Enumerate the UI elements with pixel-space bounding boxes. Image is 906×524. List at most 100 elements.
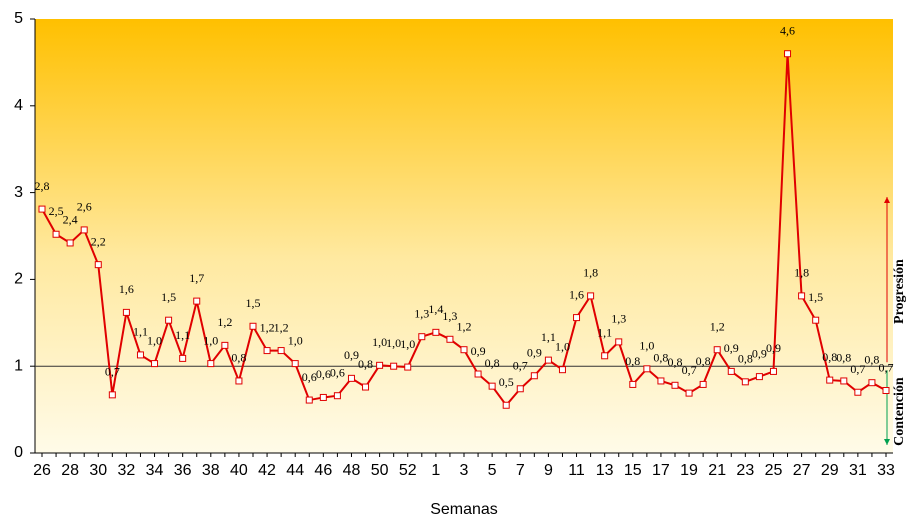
x-tick-label: 34 — [146, 462, 164, 479]
data-point — [165, 316, 173, 324]
data-point — [474, 370, 482, 378]
data-point — [657, 377, 665, 385]
data-label: 1,0 — [555, 339, 570, 353]
data-point — [221, 341, 229, 349]
data-label: 1,6 — [569, 287, 584, 301]
x-tick-label: 25 — [765, 462, 783, 479]
data-label: 1,7 — [189, 271, 204, 285]
data-label: 1,8 — [583, 266, 598, 280]
data-point — [713, 346, 721, 354]
data-label: 1,5 — [161, 290, 176, 304]
data-point — [151, 360, 159, 368]
x-tick-label: 42 — [258, 462, 276, 479]
data-label: 1,5 — [808, 290, 823, 304]
data-point — [460, 346, 468, 354]
data-point — [573, 314, 581, 322]
data-label: 1,0 — [400, 337, 415, 351]
data-label: 0,8 — [625, 354, 640, 368]
data-label: 2,8 — [35, 179, 50, 193]
data-point — [755, 373, 763, 381]
y-tick-label: 0 — [14, 444, 23, 461]
data-label: 1,6 — [119, 282, 134, 296]
data-point — [446, 335, 454, 343]
data-point — [277, 347, 285, 355]
data-point — [319, 393, 327, 401]
data-label: 1,3 — [414, 306, 429, 320]
data-label: 0,8 — [738, 352, 753, 366]
data-label: 0,7 — [105, 365, 120, 379]
data-label: 0,8 — [231, 351, 246, 365]
data-point — [94, 261, 102, 269]
x-tick-label: 21 — [708, 462, 726, 479]
x-tick-label: 9 — [544, 462, 553, 479]
data-label: 1,3 — [611, 312, 626, 326]
x-tick-label: 48 — [343, 462, 361, 479]
data-point — [249, 322, 257, 330]
x-tick-label: 15 — [624, 462, 642, 479]
data-point — [108, 391, 116, 399]
data-point — [798, 292, 806, 300]
data-label: 0,8 — [822, 350, 837, 364]
y-tick-label: 3 — [14, 184, 23, 201]
data-label: 4,6 — [780, 23, 795, 37]
x-tick-label: 26 — [33, 462, 51, 479]
data-label: 1,0 — [288, 333, 303, 347]
x-tick-label: 28 — [61, 462, 79, 479]
data-label: 0,6 — [316, 367, 331, 381]
data-label: 0,9 — [766, 341, 781, 355]
data-label: 0,8 — [485, 356, 500, 370]
y-tick-label: 5 — [14, 10, 23, 27]
data-label: 0,9 — [527, 345, 542, 359]
data-point — [544, 356, 552, 364]
x-tick-label: 40 — [230, 462, 248, 479]
data-point — [516, 385, 524, 393]
data-point — [741, 378, 749, 386]
data-point — [727, 367, 735, 375]
data-label: 0,7 — [879, 360, 894, 374]
data-label: 0,8 — [358, 357, 373, 371]
data-point — [558, 366, 566, 374]
annotation: Progresión — [892, 259, 906, 324]
data-point — [207, 360, 215, 368]
data-point — [488, 382, 496, 390]
data-point — [882, 387, 890, 395]
data-point — [179, 354, 187, 362]
data-label: 2,2 — [91, 234, 106, 248]
data-point — [769, 367, 777, 375]
data-label: 0,9 — [752, 346, 767, 360]
annotation-arrowhead — [884, 196, 890, 203]
x-tick-label: 7 — [516, 462, 525, 479]
data-point — [502, 401, 510, 409]
x-tick-label: 3 — [460, 462, 469, 479]
data-point — [193, 297, 201, 305]
data-label: 1,3 — [442, 309, 457, 323]
data-label: 1,4 — [428, 302, 443, 316]
annotation: Contención — [892, 377, 906, 446]
data-point — [671, 381, 679, 389]
x-tick-label: 31 — [849, 462, 867, 479]
y-tick-label: 4 — [14, 97, 23, 114]
x-tick-label: 29 — [821, 462, 839, 479]
x-tick-label: 23 — [736, 462, 754, 479]
data-label: 0,8 — [696, 354, 711, 368]
data-label: 1,1 — [133, 325, 148, 339]
data-label: 1,0 — [147, 333, 162, 347]
y-tick-label: 1 — [14, 357, 23, 374]
data-point — [376, 361, 384, 369]
data-label: 0,7 — [513, 359, 528, 373]
data-label: 1,2 — [457, 319, 472, 333]
data-label: 1,2 — [274, 320, 289, 334]
x-tick-label: 5 — [488, 462, 497, 479]
data-label: 2,4 — [63, 213, 78, 227]
data-label: 2,5 — [49, 204, 64, 218]
data-point — [362, 383, 370, 391]
data-point — [333, 392, 341, 400]
data-point — [38, 205, 46, 213]
data-point — [52, 230, 60, 238]
x-tick-label: 17 — [652, 462, 670, 479]
x-tick-label: 1 — [431, 462, 440, 479]
annotation-arrowhead — [884, 439, 890, 445]
data-point — [587, 292, 595, 300]
data-label: 0,8 — [653, 351, 668, 365]
